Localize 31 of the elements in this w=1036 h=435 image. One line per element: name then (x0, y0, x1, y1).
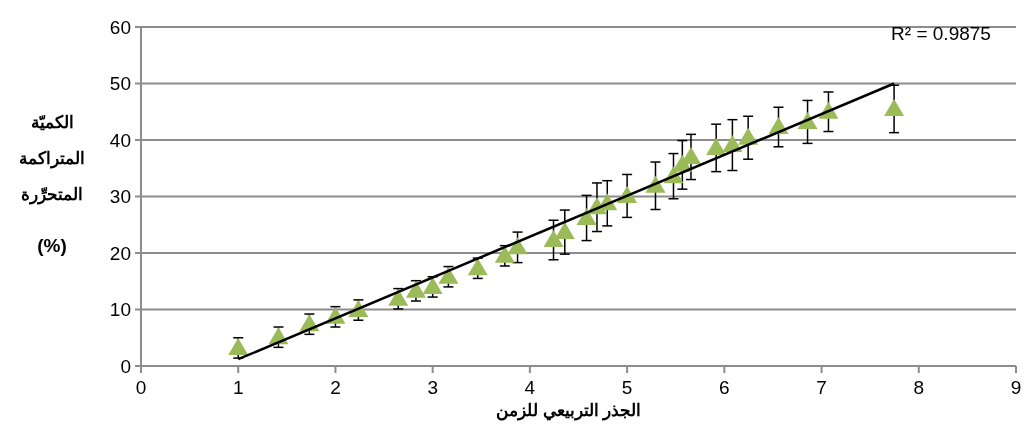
x-tick-label: 3 (427, 377, 438, 398)
x-tick-label: 5 (621, 377, 633, 398)
point (388, 288, 409, 306)
y-tick-label: 0 (120, 355, 131, 377)
x-tick-label: 4 (524, 377, 536, 398)
point (405, 280, 426, 298)
y-tick-label: 50 (109, 73, 131, 95)
y-tick-label: 30 (109, 186, 131, 208)
text: الكميّة المتراكمة المتحرِّرة (%) (19, 113, 85, 256)
y-tick-label: 40 (109, 129, 131, 151)
annotation: R² = 0.9875 (891, 22, 991, 44)
x-tick-label: 1 (232, 377, 244, 398)
point (228, 337, 249, 355)
point (554, 222, 575, 240)
x-tick-label: 6 (719, 377, 730, 398)
x-axis-title: الجذر التربيعي للزمن (496, 401, 642, 421)
point (422, 276, 443, 294)
y-tick-label: 60 (109, 16, 131, 38)
y-tick-label: 20 (109, 242, 131, 264)
x-tick-label: 9 (1010, 377, 1022, 398)
point (438, 266, 459, 284)
x-tick-label: 7 (816, 377, 827, 398)
x-tick-label: 8 (913, 377, 925, 398)
point (543, 230, 564, 248)
x-tick-label: 2 (330, 377, 341, 398)
point (884, 98, 905, 116)
y-tick-label: 10 (109, 299, 131, 321)
point (706, 137, 727, 155)
x-tick-label: 0 (135, 377, 147, 398)
point (494, 245, 515, 263)
point (467, 258, 488, 276)
